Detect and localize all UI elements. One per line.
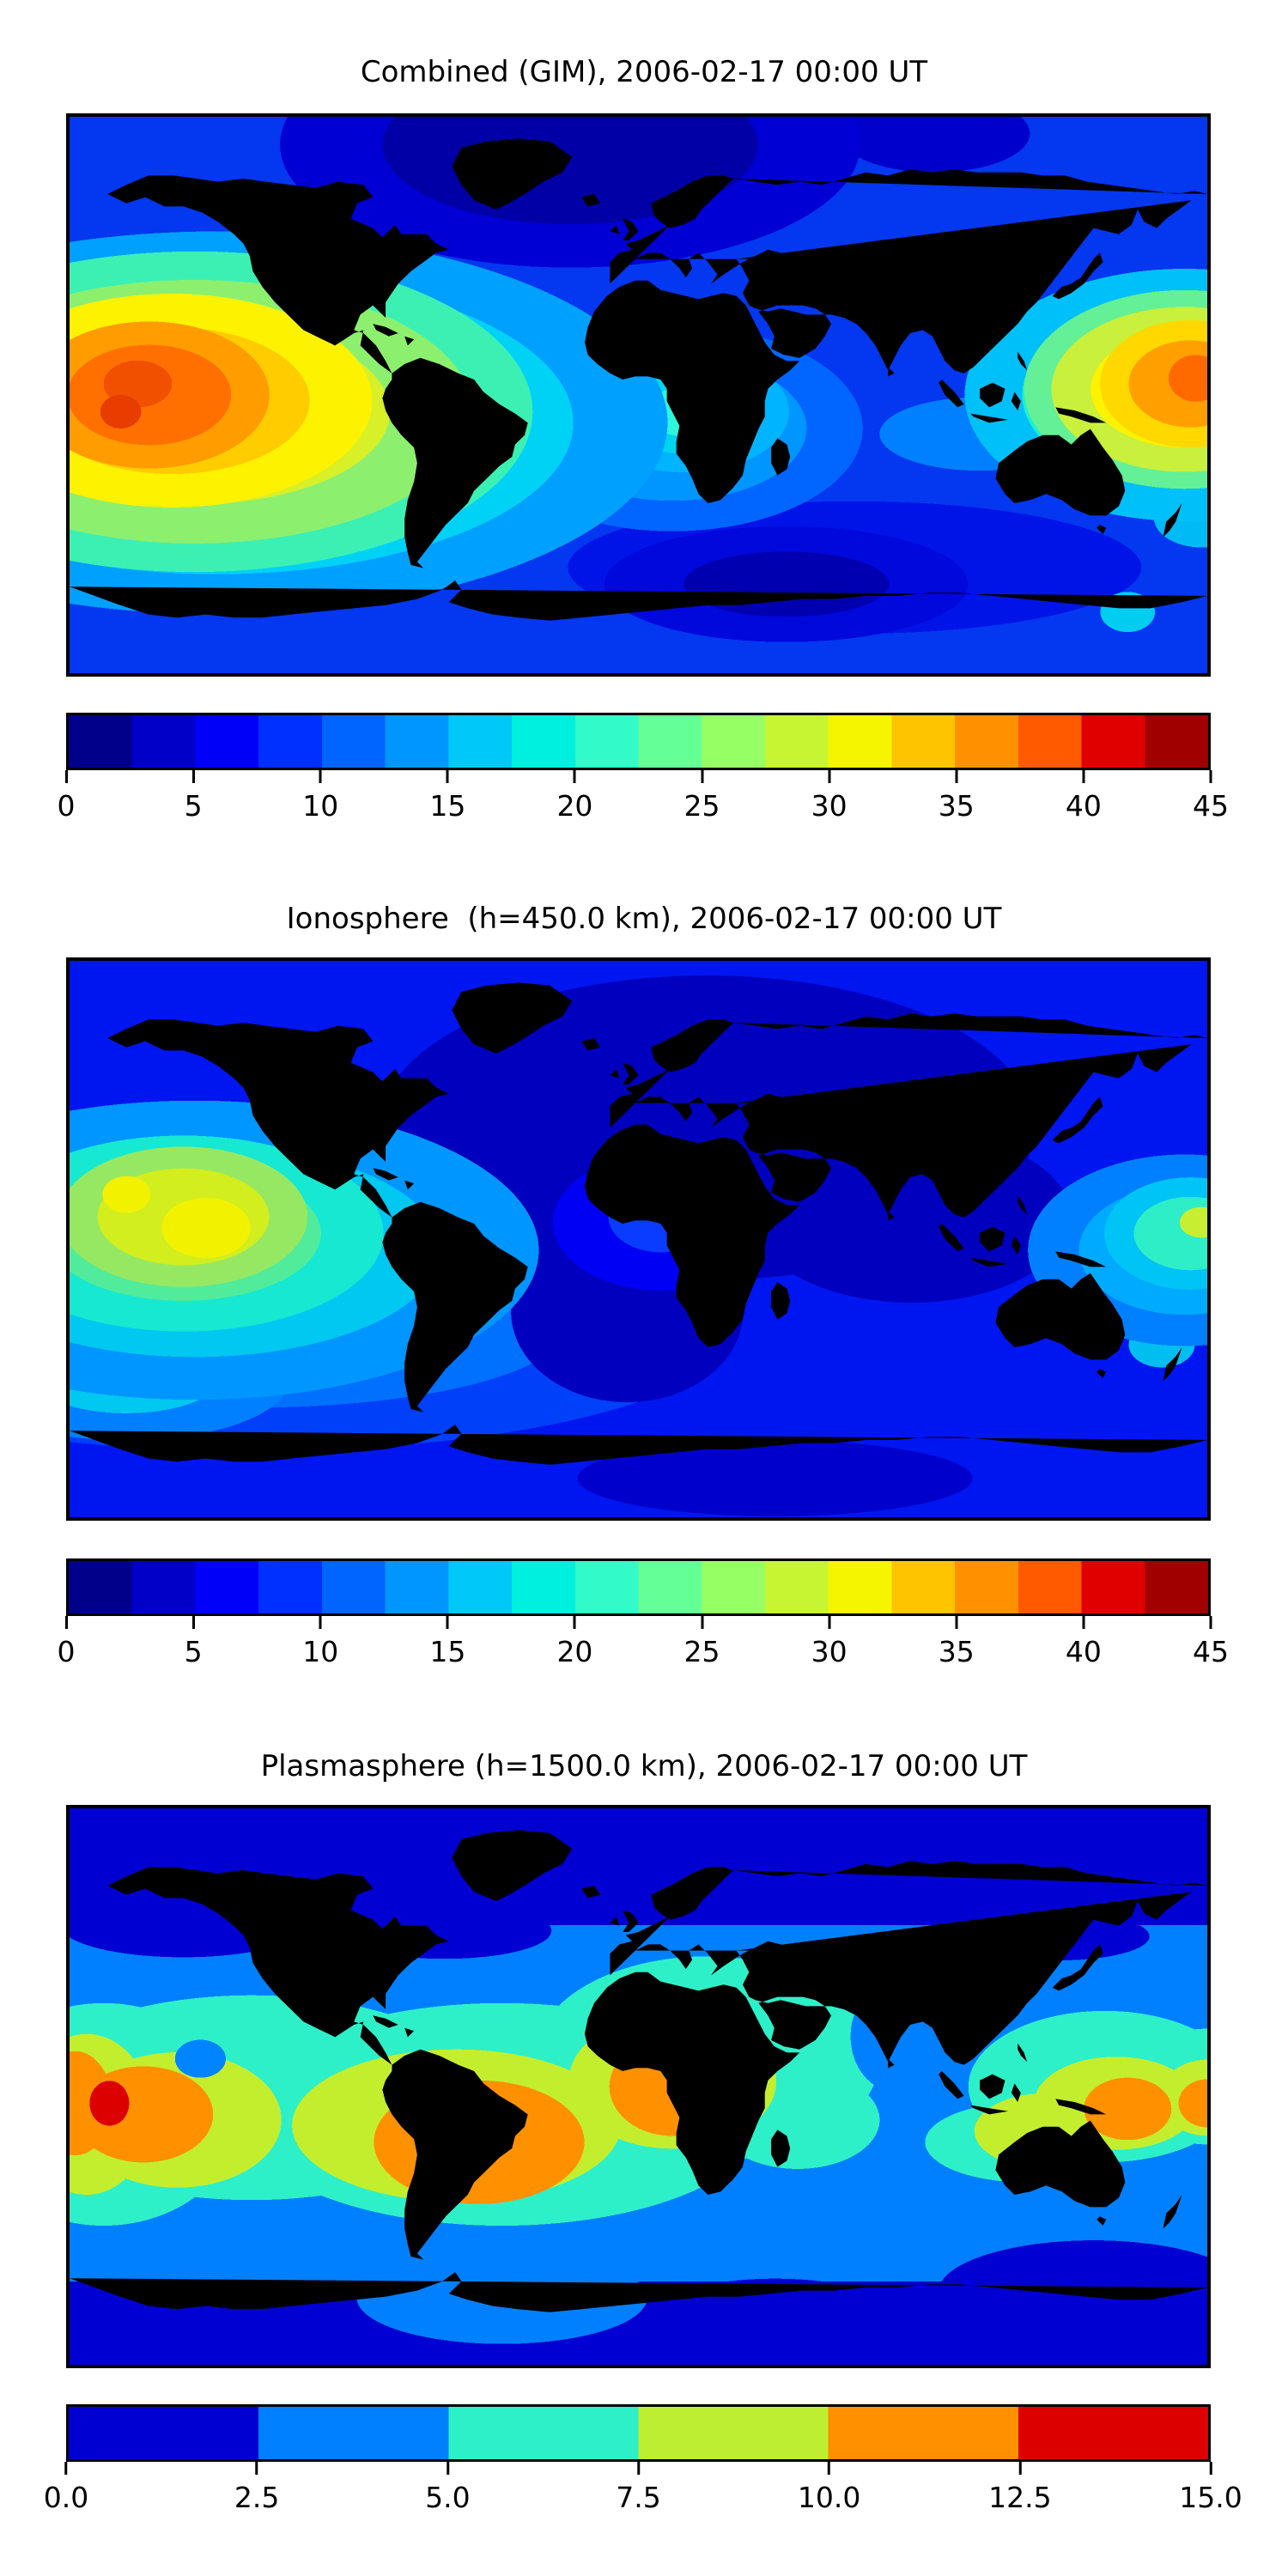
panel-3-title: Plasmasphere (h=1500.0 km), 2006-02-17 0… (260, 1749, 1028, 1783)
tick-label: 40 (1066, 770, 1102, 822)
tick-label: 0.0 (44, 2462, 88, 2513)
colorbar-combined-ticks: 0 5 10 15 20 25 30 35 40 45 (58, 770, 1230, 825)
tick-label: 10 (302, 770, 338, 822)
colorbar-plasmasphere (66, 2404, 1211, 2462)
panel-1-title: Combined (GIM), 2006-02-17 00:00 UT (360, 55, 928, 89)
map-combined-gim (66, 113, 1211, 677)
tick-label: 0 (58, 1616, 76, 1668)
colorbar-ionosphere-ticks: 0 5 10 15 20 25 30 35 40 45 (58, 1616, 1230, 1671)
tick-label: 25 (684, 1616, 720, 1668)
tick-label: 45 (1193, 770, 1229, 822)
tick-label: 15 (429, 1616, 465, 1668)
panel-2-title: Ionosphere (h=450.0 km), 2006-02-17 00:0… (286, 902, 1002, 936)
tick-label: 20 (556, 770, 592, 822)
tick-label: 7.5 (616, 2462, 660, 2513)
map-plasmasphere (66, 1805, 1211, 2368)
tick-label: 25 (684, 770, 720, 822)
tick-label: 45 (1193, 1616, 1229, 1668)
tick-label: 10.0 (798, 2462, 860, 2513)
coastline-map-2 (70, 982, 1207, 1465)
tick-label: 15 (429, 770, 465, 822)
tick-label: 35 (939, 770, 975, 822)
tick-label: 35 (939, 1616, 975, 1668)
tick-label: 5 (185, 770, 203, 822)
tick-label: 10 (302, 1616, 338, 1668)
tick-label: 40 (1066, 1616, 1102, 1668)
colorbar-plasmasphere-ticks: 0.0 2.5 5.0 7.5 10.0 12.5 15.0 (44, 2462, 1242, 2517)
tick-label: 30 (811, 770, 848, 822)
coastline-map-3 (70, 1830, 1207, 2312)
coastline-map-1 (70, 138, 1207, 621)
map-ionosphere (66, 957, 1211, 1521)
tick-label: 2.5 (234, 2462, 279, 2513)
colorbar-combined (66, 713, 1211, 770)
tick-label: 0 (58, 770, 76, 822)
tec-field-plasmasphere (70, 1808, 1207, 2365)
tick-label: 30 (811, 1616, 848, 1668)
tick-label: 5 (185, 1616, 203, 1668)
tick-label: 15.0 (1179, 2462, 1242, 2513)
tick-label: 12.5 (988, 2462, 1051, 2513)
colorbar-ionosphere (66, 1558, 1211, 1616)
tick-label: 5.0 (425, 2462, 470, 2513)
tick-label: 20 (556, 1616, 592, 1668)
